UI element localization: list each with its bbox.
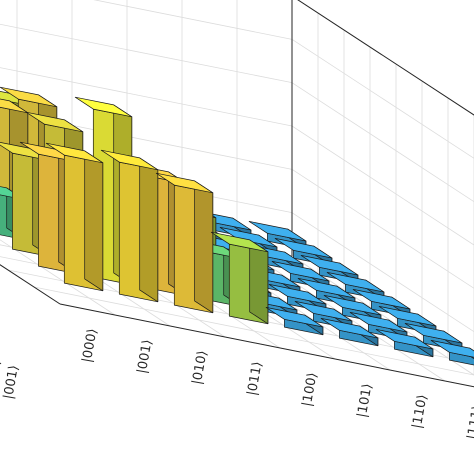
bar-top-face <box>297 278 356 299</box>
bar-3-0 <box>210 231 269 325</box>
bar-top-face <box>323 295 382 316</box>
axis-box-edge <box>0 264 61 305</box>
side-wall-grid-line <box>291 212 474 333</box>
bar-top-face <box>294 301 353 322</box>
floor-grid-line <box>33 286 474 376</box>
x-tick-label: |011⟩ <box>245 360 266 396</box>
x-tick-label: |111⟩ <box>465 404 474 440</box>
axis-box-edge <box>59 303 474 388</box>
bars <box>0 86 474 366</box>
x-tick-label: |010⟩ <box>190 349 211 385</box>
bar-top-face <box>375 329 434 350</box>
side-wall-grid-line <box>291 82 474 203</box>
side-wall-grid-line <box>291 125 474 246</box>
bar-top-face <box>0 86 58 108</box>
bar-top-face <box>404 323 463 344</box>
side-wall-grid-line <box>291 255 474 376</box>
bar-1-0 <box>100 149 159 303</box>
bar-top-face <box>248 221 307 242</box>
back-wall-grid-line <box>93 0 293 40</box>
bar-top-face <box>349 312 408 333</box>
bar-0-0 <box>45 142 104 292</box>
x-tick-label: |100⟩ <box>300 371 321 407</box>
bar-4-0 <box>265 307 324 336</box>
y-tick-label: |001⟩ <box>1 364 22 400</box>
bar-front-face <box>449 351 474 366</box>
bar-6-0 <box>375 329 434 358</box>
x-tick-label: |001⟩ <box>135 338 156 374</box>
bar-top-face <box>219 227 278 248</box>
bar-side-face <box>139 157 159 303</box>
bar-2-0 <box>155 172 214 314</box>
bar-top-face <box>300 255 359 276</box>
bar-top-face <box>74 96 133 118</box>
bar-top-face <box>320 318 379 339</box>
bar-top-face <box>45 142 104 164</box>
side-wall-grid-line <box>291 38 474 159</box>
bar-5-0 <box>320 318 379 347</box>
bar-top-face <box>274 238 333 259</box>
side-wall-grid-line <box>291 168 474 289</box>
axis-box-edge <box>297 0 474 116</box>
back-wall-grid-line <box>0 67 293 127</box>
bar-top-face <box>100 149 159 171</box>
bar-side-face <box>84 150 104 292</box>
side-wall-grid-line <box>297 0 474 116</box>
bar-top-face <box>210 231 269 253</box>
bar-top-face <box>352 289 411 310</box>
bar-top-face <box>378 306 437 327</box>
x-tick-label: |101⟩ <box>355 382 376 418</box>
bar-7-0 <box>430 340 474 366</box>
bar-top-face <box>268 284 327 305</box>
bar-top-face <box>155 172 214 194</box>
x-tick-label: |110⟩ <box>410 393 431 429</box>
y-tick-labels: |010⟩|011⟩|100⟩|101⟩|110⟩|111⟩|000⟩|001⟩ <box>0 358 22 400</box>
x-tick-labels: |000⟩ |001⟩ |010⟩ |011⟩ |100⟩ |101⟩ |110⟩ |111⟩ <box>80 327 474 440</box>
bar-top-face <box>326 272 385 293</box>
x-tick-label: |000⟩ <box>80 327 101 363</box>
bar-side-face <box>194 180 214 314</box>
back-wall-grid-line <box>0 23 293 84</box>
bar-top-face <box>271 261 330 282</box>
bar-top-face <box>430 340 474 358</box>
bar-top-face <box>265 307 324 328</box>
bar-top-face <box>25 111 84 133</box>
bar-top-face <box>0 98 29 114</box>
bar-side-face <box>249 239 269 325</box>
